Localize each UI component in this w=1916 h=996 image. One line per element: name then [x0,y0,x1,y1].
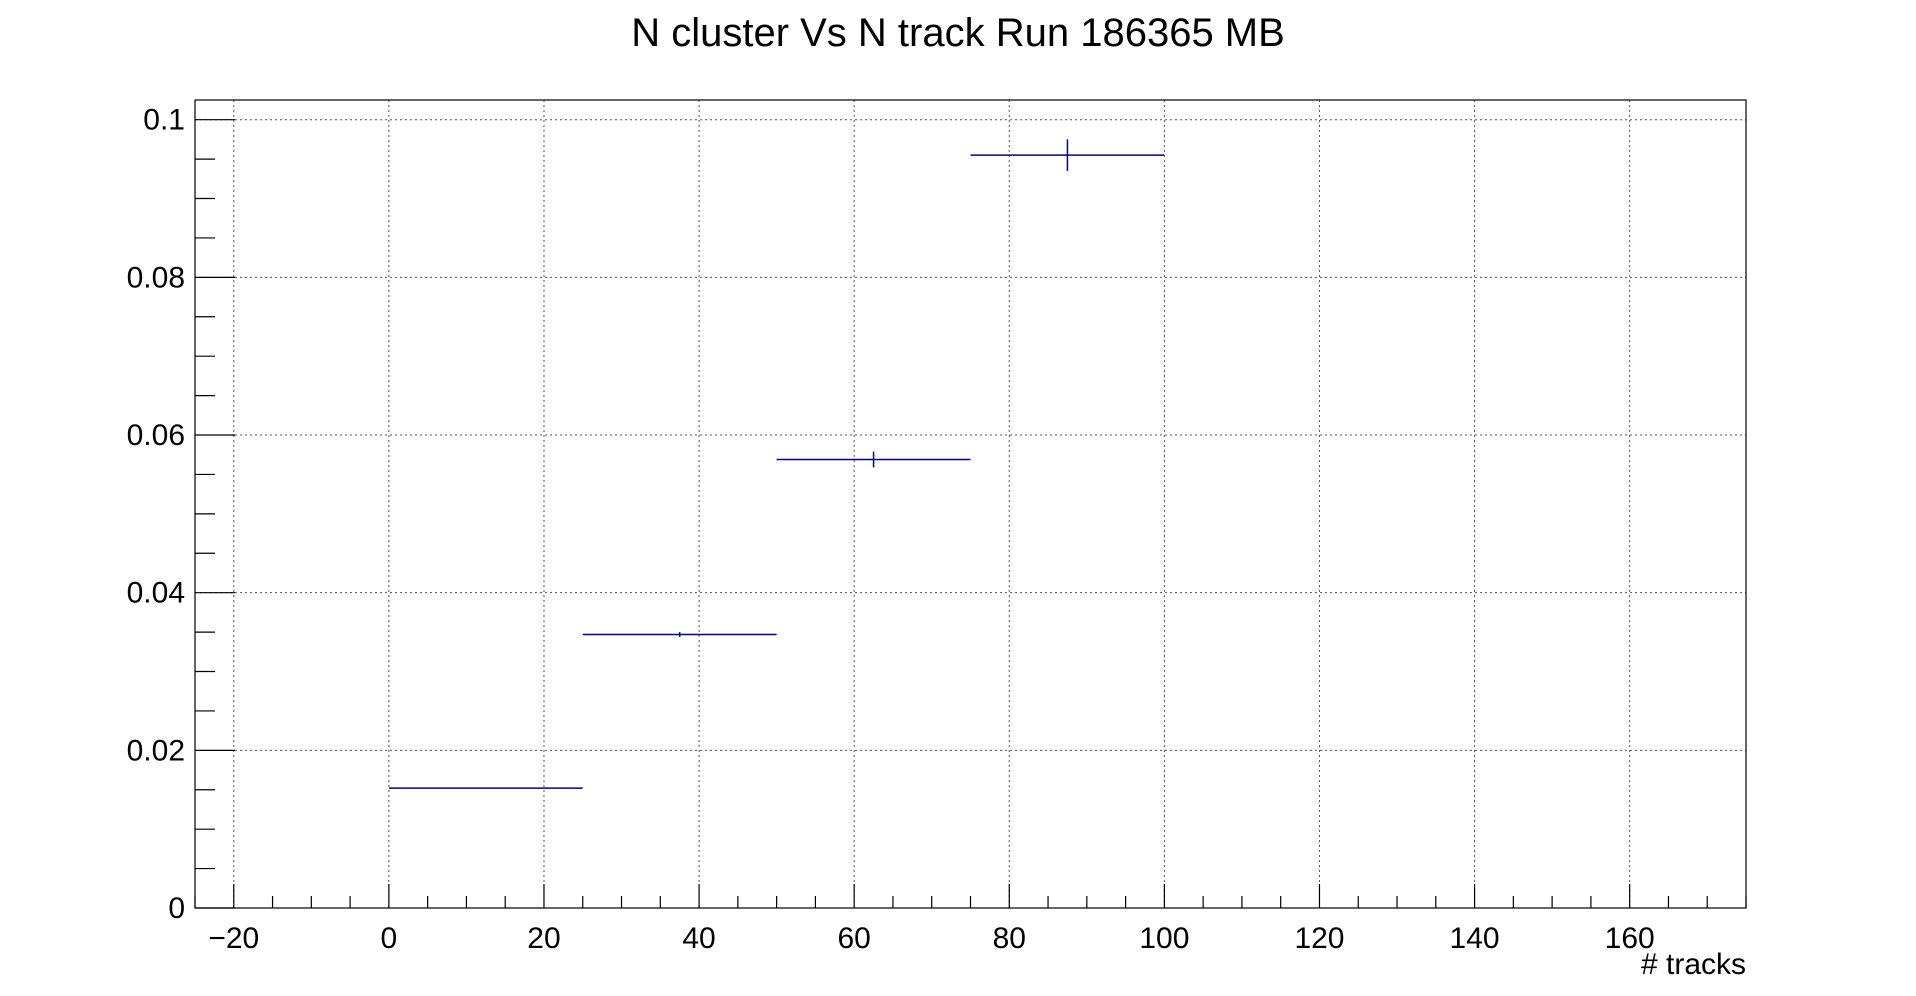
x-tick-label: 80 [993,922,1026,955]
x-tick-label: 160 [1605,922,1655,955]
data-points [388,139,1165,789]
y-tick-label: 0.1 [143,104,185,137]
data-point [970,139,1165,171]
x-tick-label: 40 [682,922,715,955]
x-tick-label: 140 [1450,922,1500,955]
x-tick-label: 0 [381,922,398,955]
grid [195,100,1746,909]
chart-title: N cluster Vs N track Run 186365 MB [631,11,1285,55]
x-tick-label: 20 [527,922,560,955]
y-tick-label: 0.06 [127,419,185,452]
data-point [582,632,777,637]
x-axis-title: # tracks [1641,948,1746,981]
x-tick-label: 60 [837,922,870,955]
tick-labels: −20 0 20 40 60 80 100 120 140 160 0 0.02 0.04 0.06 0.0… [127,104,1655,955]
x-tick-label: 100 [1139,922,1189,955]
axis-ticks [194,119,1747,909]
y-tick-label: 0.08 [127,261,185,294]
data-point [776,451,971,468]
y-tick-label: 0.04 [127,577,185,610]
x-tick-label: −20 [208,922,259,955]
y-tick-label: 0.02 [127,734,185,767]
y-tick-label: 0 [168,892,185,925]
x-tick-label: 120 [1294,922,1344,955]
plot-frame [194,99,1747,909]
